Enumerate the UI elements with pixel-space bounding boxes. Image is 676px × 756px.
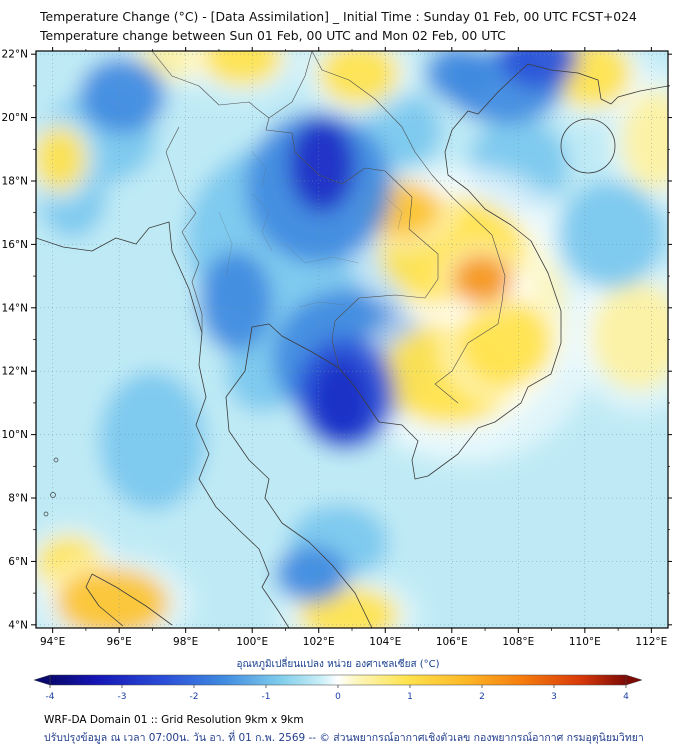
coastline-south-china (527, 63, 668, 105)
svg-text:22°N: 22°N (2, 49, 28, 61)
border-laos-vietnam-cambodia (311, 51, 506, 404)
temperature-change-map: 94°E 96°E 98°E 100°E 102°E 104°E 106°E 108°E 110… (2, 47, 672, 648)
geography-outlines (36, 51, 668, 629)
axis-ticks-labels: 94°E 96°E 98°E 100°E 102°E 104°E 106°E 108°E 110… (2, 47, 672, 648)
colorbar: -4 -3 -2 -1 0 1 2 3 4 (33, 674, 643, 702)
province-boundaries (218, 152, 403, 308)
svg-text:18°N: 18°N (2, 176, 28, 188)
svg-text:6°N: 6°N (8, 556, 28, 568)
grid-lines (36, 51, 668, 629)
border-myanmar-thailand (165, 127, 203, 334)
temperature-field (36, 51, 668, 629)
svg-text:112°E: 112°E (635, 636, 667, 648)
coastline-gulf-indochina (225, 63, 562, 629)
coastline-myanmar-west-peninsula (36, 221, 290, 629)
svg-text:-2: -2 (190, 692, 199, 702)
svg-text:3: 3 (551, 692, 557, 702)
svg-text:1: 1 (407, 692, 413, 702)
colorbar-label: อุณหภูมิเปลี่ยนแปลง หน่วย องศาเซลเซียส (… (236, 659, 440, 671)
sumatra-outline (85, 573, 173, 627)
svg-text:20°N: 20°N (2, 112, 28, 124)
title-block: Temperature Change (°C) - [Data Assimila… (0, 0, 676, 47)
svg-text:110°E: 110°E (569, 636, 601, 648)
svg-text:108°E: 108°E (502, 636, 534, 648)
svg-text:0: 0 (335, 692, 341, 702)
island-dots (43, 457, 59, 517)
svg-text:100°E: 100°E (236, 636, 268, 648)
svg-text:12°N: 12°N (2, 366, 28, 378)
svg-text:94°E: 94°E (40, 636, 65, 648)
svg-text:104°E: 104°E (369, 636, 401, 648)
border-thailand-laos-cambodia (255, 107, 439, 369)
svg-text:-4: -4 (46, 692, 55, 702)
svg-text:2: 2 (479, 692, 485, 702)
svg-text:14°N: 14°N (2, 303, 28, 315)
svg-text:106°E: 106°E (436, 636, 468, 648)
update-credit-text: ปรับปรุงข้อมูล ณ เวลา 07:00น. วัน อา. ที… (44, 732, 644, 745)
domain-resolution-text: WRF-DA Domain 01 :: Grid Resolution 9km … (44, 714, 304, 727)
border-northern-region (151, 51, 313, 119)
svg-text:16°N: 16°N (2, 239, 28, 251)
svg-text:-1: -1 (262, 692, 271, 702)
svg-text:4°N: 4°N (8, 620, 28, 632)
hainan-island-outline (560, 118, 616, 174)
svg-text:4: 4 (623, 692, 629, 702)
map-title: Temperature Change (°C) - [Data Assimila… (40, 9, 637, 24)
map-subtitle: Temperature change between Sun 01 Feb, 0… (40, 27, 506, 43)
svg-text:-3: -3 (118, 692, 127, 702)
svg-text:98°E: 98°E (173, 636, 198, 648)
footer-block: WRF-DA Domain 01 :: Grid Resolution 9km … (44, 714, 676, 746)
svg-text:96°E: 96°E (107, 636, 132, 648)
svg-text:10°N: 10°N (2, 429, 28, 441)
svg-text:102°E: 102°E (303, 636, 335, 648)
map-frame (35, 50, 669, 629)
svg-text:8°N: 8°N (8, 493, 28, 505)
